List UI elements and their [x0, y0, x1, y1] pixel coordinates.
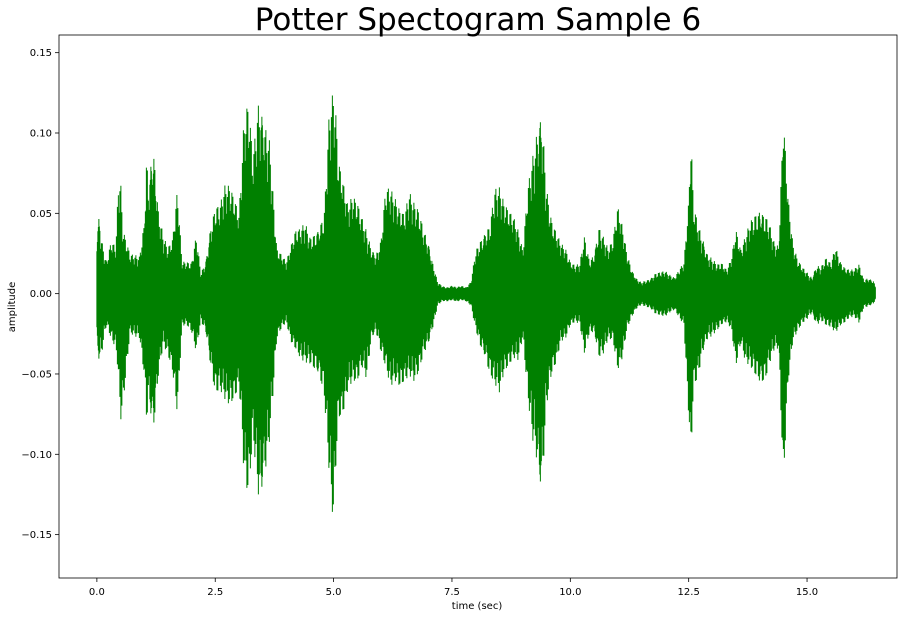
y-tick-label: −0.15	[21, 530, 52, 541]
x-tick-label: 5.0	[326, 587, 342, 598]
y-tick-label: 0.15	[30, 48, 52, 59]
y-tick-label: −0.10	[21, 450, 52, 461]
x-tick-label: 7.5	[444, 587, 460, 598]
x-tick-label: 12.5	[678, 587, 700, 598]
plot-area	[96, 95, 876, 512]
y-axis-label: amplitude	[7, 282, 18, 333]
y-tick-label: 0.05	[30, 209, 52, 220]
chart-title: Potter Spectogram Sample 6	[255, 2, 701, 38]
y-tick-label: 0.00	[30, 289, 52, 300]
x-tick-label: 15.0	[796, 587, 818, 598]
y-tick-label: −0.05	[21, 369, 52, 380]
x-axis: 0.0 2.5 5.0 7.5 10.0 12.5 15.0	[89, 578, 818, 598]
x-axis-label: time (sec)	[452, 601, 503, 612]
y-tick-label: 0.10	[30, 128, 52, 139]
plot-frame	[58, 34, 898, 579]
y-axis: −0.15 −0.10 −0.05 0.00 0.05 0.10 0.15	[21, 48, 59, 541]
x-tick-label: 2.5	[207, 587, 223, 598]
waveform-series	[96, 95, 876, 512]
x-tick-label: 10.0	[559, 587, 581, 598]
x-tick-label: 0.0	[89, 587, 105, 598]
